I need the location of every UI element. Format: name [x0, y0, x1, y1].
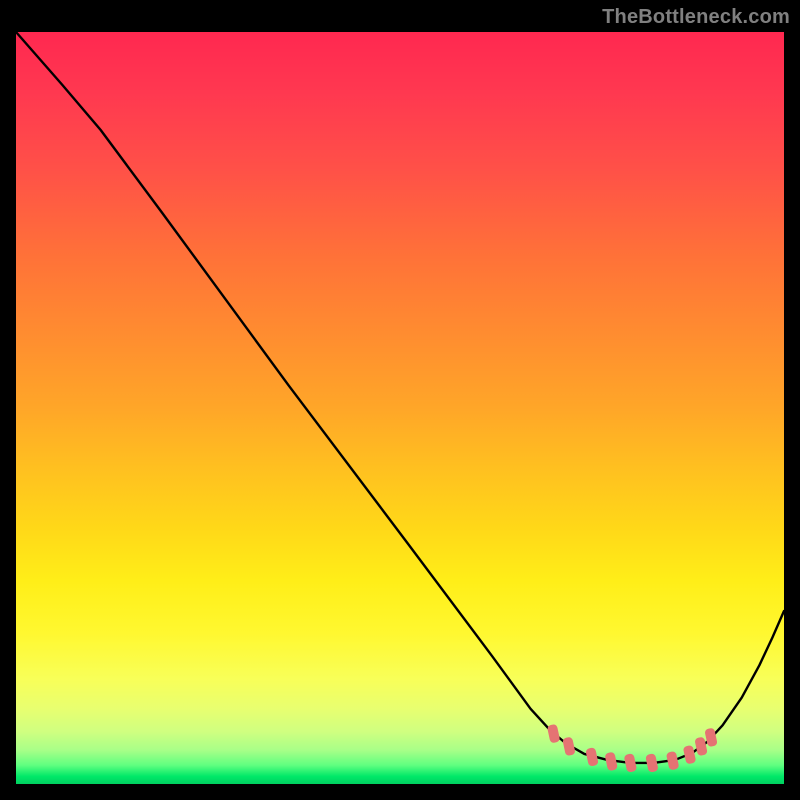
plot-area — [16, 32, 784, 784]
gradient-chart — [0, 0, 800, 800]
watermark-text: TheBottleneck.com — [602, 6, 790, 29]
chart-frame: TheBottleneck.com — [0, 0, 800, 800]
